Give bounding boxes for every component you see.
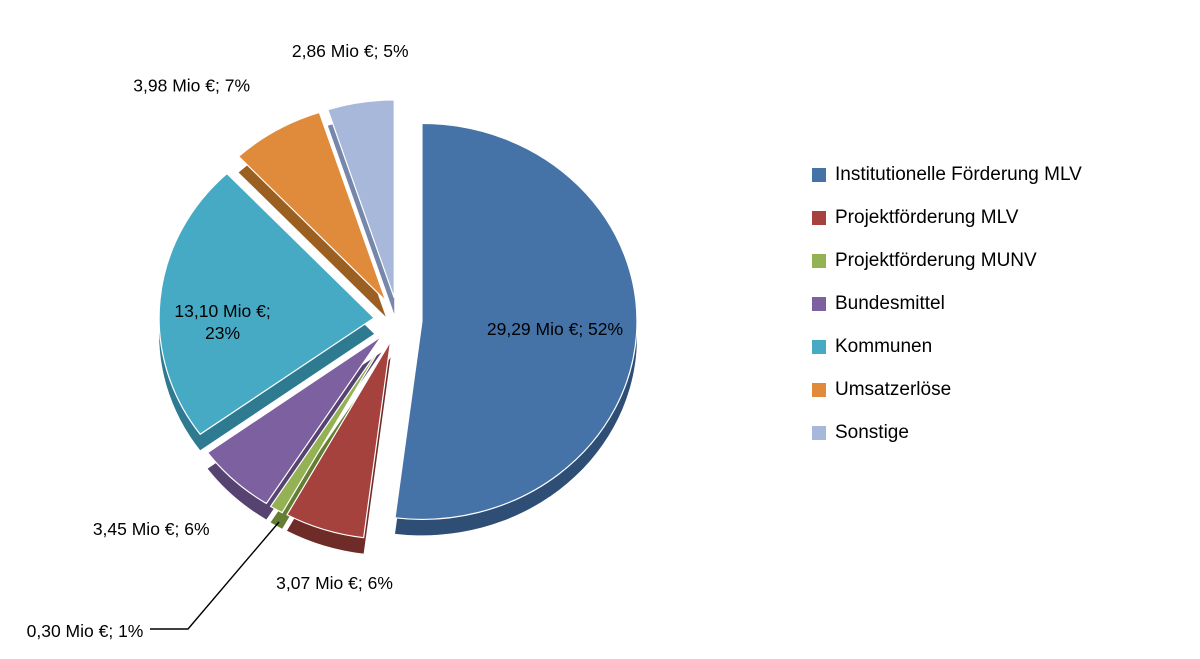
legend-item-3: Bundesmittel [812, 293, 1082, 315]
pie-slice-6 [327, 99, 395, 299]
slice-label-3: 3,45 Mio €; 6% [93, 519, 210, 539]
slice-label-2: 0,30 Mio €; 1% [27, 621, 144, 641]
legend-item-0: Institutionelle Förderung MLV [812, 164, 1082, 186]
legend-item-6: Sonstige [812, 422, 1082, 444]
legend-item-2: Projektförderung MUNV [812, 250, 1082, 272]
slice-label-1: 3,07 Mio €; 6% [276, 573, 393, 593]
legend-item-5: Umsatzerlöse [812, 379, 1082, 401]
legend-label: Umsatzerlöse [835, 379, 952, 400]
pie-slice-3 [206, 335, 383, 505]
chart-legend: Institutionelle Förderung MLV Projektförd… [812, 164, 1082, 465]
legend-label: Sonstige [835, 422, 909, 443]
legend-swatch-icon [812, 168, 826, 182]
legend-item-4: Kommunen [812, 336, 1082, 358]
legend-swatch-icon [812, 383, 826, 397]
legend-item-1: Projektförderung MLV [812, 207, 1082, 229]
slice-label-5: 3,98 Mio €; 7% [133, 76, 250, 96]
pie-slice-5 [237, 111, 387, 302]
legend-label: Kommunen [835, 336, 933, 357]
callout-leader-line [150, 521, 280, 630]
legend-swatch-icon [812, 211, 826, 225]
legend-swatch-icon [812, 340, 826, 354]
pie-slice-4 [158, 172, 376, 436]
pie-slice-2 [269, 338, 387, 514]
legend-label: Projektförderung MLV [835, 207, 1019, 228]
slice-label-4: 13,10 Mio €; 23% [174, 301, 270, 343]
pie-slice-0 [394, 122, 638, 520]
pie-slice-1 [286, 340, 392, 539]
legend-label: Projektförderung MUNV [835, 250, 1037, 271]
legend-label: Bundesmittel [835, 293, 945, 314]
legend-swatch-icon [812, 297, 826, 311]
legend-swatch-icon [812, 254, 826, 268]
legend-swatch-icon [812, 426, 826, 440]
legend-label: Institutionelle Förderung MLV [835, 164, 1082, 185]
slice-label-6: 2,86 Mio €; 5% [292, 41, 409, 61]
slice-label-0: 29,29 Mio €; 52% [487, 319, 623, 339]
